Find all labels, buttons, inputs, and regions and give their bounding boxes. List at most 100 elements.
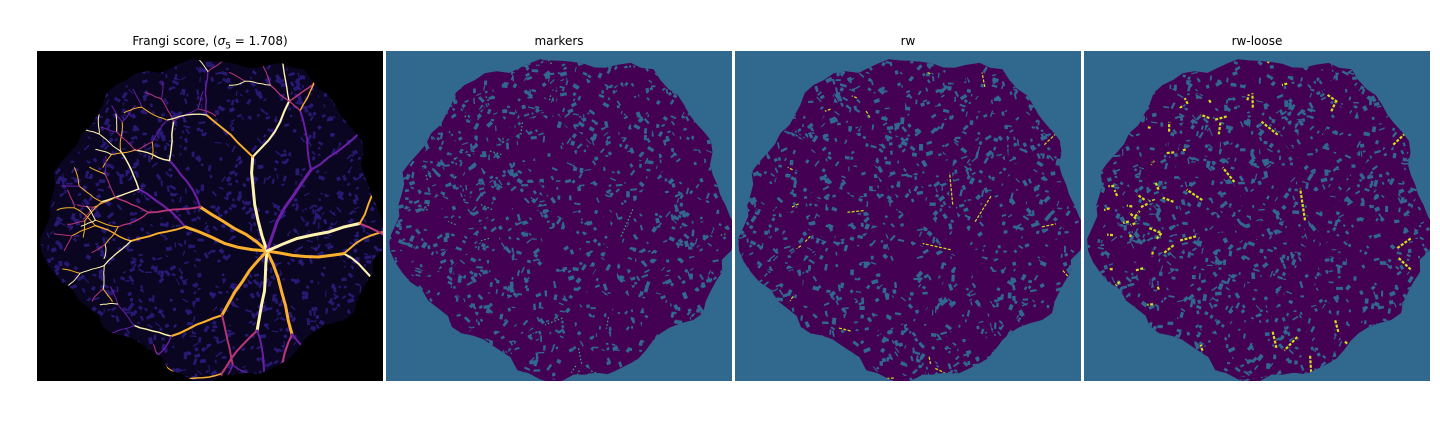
vessel	[1139, 196, 1163, 209]
vessel	[1156, 324, 1182, 335]
segment-highlight	[570, 365, 577, 375]
vessel	[135, 141, 153, 151]
vessel	[446, 114, 449, 135]
vessel	[438, 166, 455, 175]
vessel	[1328, 59, 1338, 103]
segment-highlight	[981, 72, 986, 88]
vessel	[1244, 204, 1317, 254]
vessel	[962, 248, 1045, 260]
vessel	[405, 207, 424, 211]
vessel	[1198, 119, 1215, 143]
vessel	[103, 240, 132, 267]
segment-highlight	[1326, 93, 1338, 103]
vessel	[76, 204, 94, 208]
vessel	[1214, 158, 1249, 209]
vessel	[1130, 206, 1141, 220]
segment-highlight	[1140, 202, 1149, 209]
vessel	[103, 244, 107, 259]
segment-highlight	[1136, 193, 1146, 201]
segment-highlight	[787, 166, 793, 171]
vessel	[170, 314, 224, 338]
vessel	[358, 222, 383, 258]
vessel	[411, 268, 430, 274]
vessel	[443, 224, 482, 243]
vessel	[902, 113, 953, 159]
vessel	[484, 141, 502, 151]
vessel	[204, 70, 209, 116]
vessel	[952, 248, 968, 333]
segment-highlight	[1271, 331, 1278, 349]
segment-highlight	[1106, 233, 1114, 237]
vessel	[1192, 92, 1209, 100]
segment-highlight	[1147, 126, 1151, 129]
vessel	[205, 114, 254, 158]
vessel	[119, 150, 140, 190]
segment-highlight	[447, 220, 456, 226]
vessel	[83, 206, 94, 220]
segment-highlight	[1221, 166, 1236, 183]
vessel	[110, 324, 135, 335]
vessel	[67, 189, 75, 209]
vessel	[942, 80, 969, 86]
vessel	[1260, 363, 1281, 381]
vessel	[867, 313, 922, 338]
vessel	[132, 88, 143, 108]
vessel	[917, 328, 957, 376]
vessel	[613, 167, 663, 254]
vessel	[553, 70, 559, 117]
segment-highlight	[500, 137, 504, 143]
vessel	[807, 324, 833, 335]
vessel	[792, 219, 817, 228]
vessel	[798, 126, 816, 133]
vessel	[1311, 221, 1410, 254]
vessel	[102, 288, 113, 302]
vessel	[429, 219, 445, 227]
vessel	[116, 131, 136, 151]
vessel	[1110, 235, 1120, 251]
segment-highlight	[804, 235, 811, 243]
vessel	[546, 204, 619, 254]
vessel	[1055, 221, 1081, 258]
segment-highlight	[1130, 222, 1136, 227]
vessel	[754, 207, 773, 211]
segment-highlight	[520, 121, 524, 135]
vessel	[1136, 166, 1153, 175]
segment-highlight	[1126, 204, 1133, 208]
vessel	[830, 88, 841, 108]
vessel	[613, 248, 644, 337]
vessel	[1301, 248, 1317, 333]
vessel	[761, 235, 771, 251]
vessel	[1291, 80, 1318, 86]
vessel	[1404, 221, 1430, 258]
vessel	[1198, 141, 1201, 160]
vessel	[1267, 313, 1282, 367]
vessel	[911, 363, 932, 381]
vessel	[117, 303, 135, 326]
vessel	[774, 204, 792, 208]
vessel	[89, 166, 106, 175]
vessel	[221, 314, 234, 367]
image-panel-frangi	[37, 51, 383, 381]
vessel	[790, 196, 814, 209]
segment-highlight	[935, 367, 946, 374]
vessel	[801, 239, 831, 267]
segment-highlight	[1113, 189, 1119, 197]
segment-highlight	[1156, 286, 1160, 290]
vessel	[472, 106, 492, 114]
vessel	[813, 113, 816, 133]
vessel	[849, 119, 866, 143]
vessel	[765, 189, 774, 209]
vessel	[798, 187, 838, 203]
vessel	[809, 105, 821, 123]
segment-highlight	[1182, 148, 1187, 152]
vessel	[435, 205, 445, 221]
vessel	[56, 207, 75, 211]
vessel	[1311, 248, 1394, 260]
vessel	[485, 187, 536, 229]
vessel	[764, 220, 784, 225]
vessel	[844, 205, 900, 215]
vessel	[1149, 288, 1160, 302]
segment-highlight	[1207, 98, 1212, 104]
vessel	[947, 154, 968, 254]
segment-highlight	[1103, 207, 1111, 212]
